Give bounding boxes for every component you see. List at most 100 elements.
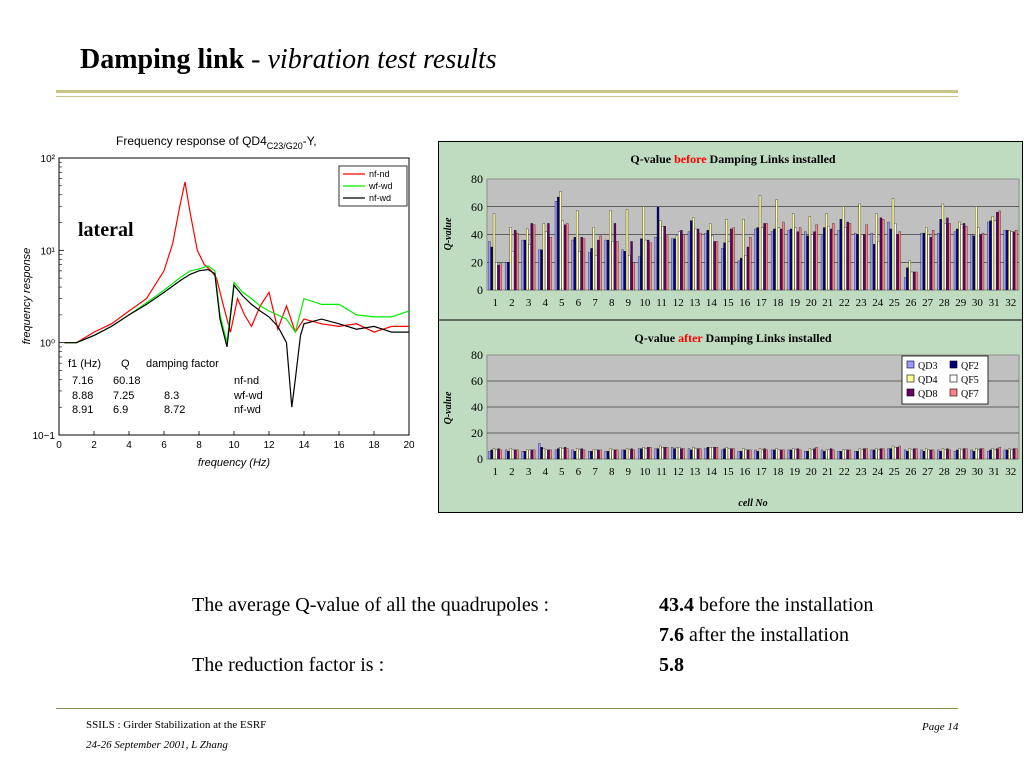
bar-xtick-label: 25	[889, 297, 901, 309]
bar-QF2-cell-12	[673, 238, 676, 291]
bar-xtick-label: 12	[673, 297, 684, 309]
legend-label-QF5: QF5	[961, 375, 979, 386]
bar-QD4-cell-22	[842, 449, 845, 460]
bar-QF2-cell-18	[773, 449, 776, 460]
bar-QD3-cell-24	[870, 449, 873, 460]
bar-xtick-label: 17	[756, 297, 768, 309]
bar-QF2-cell-22	[839, 219, 843, 291]
bar-QD4-cell-8	[609, 448, 612, 460]
bar-QF7-cell-19	[798, 227, 802, 291]
table-cell: 60.18	[113, 375, 141, 387]
bar-QD8-cell-25	[896, 447, 899, 460]
bar-QF2-cell-15	[723, 448, 726, 460]
bar-QF7-cell-27	[931, 230, 935, 291]
bar-xtick-label: 10	[639, 466, 651, 478]
bar-QD3-cell-16	[737, 451, 740, 460]
after-ylabel: Q-value	[443, 391, 454, 424]
bar-QD3-cell-2	[504, 449, 508, 460]
bar-QF5-cell-30	[977, 449, 980, 460]
bar-QD3-cell-1	[488, 241, 491, 291]
footer-conference: SSILS : Girder Stabilization at the ESRF	[86, 719, 267, 731]
bar-QF7-cell-22	[848, 223, 852, 291]
legend-swatch-QF5	[949, 374, 958, 383]
bar-QD4-cell-32	[1008, 448, 1011, 460]
bar-QF7-cell-24	[882, 219, 885, 291]
bar-QD8-cell-19	[796, 231, 799, 291]
bar-QD3-cell-28	[937, 449, 940, 460]
bar-QF7-cell-25	[898, 231, 901, 291]
bar-QF5-cell-5	[561, 448, 564, 460]
bar-xtick-label: 1	[493, 297, 499, 309]
bar-QD3-cell-21	[820, 449, 824, 460]
bar-QF7-cell-9	[632, 262, 635, 291]
bar-QD8-cell-28	[946, 448, 949, 460]
bar-QF5-cell-7	[594, 255, 598, 291]
bar-QF7-cell-24	[882, 448, 885, 460]
bar-xtick-label: 19	[789, 297, 801, 309]
bar-QF7-cell-25	[898, 445, 901, 460]
bar-xtick-label: 1	[493, 466, 499, 478]
bar-xtick-label: 8	[609, 297, 615, 309]
bar-QD8-cell-11	[663, 447, 666, 460]
bar-QF2-cell-26	[906, 451, 909, 460]
bar-QF5-cell-18	[777, 449, 781, 460]
bar-xtick-label: 2	[509, 297, 515, 309]
freq-ylabel: frequency response	[21, 248, 33, 345]
bar-QD3-cell-7	[588, 451, 591, 460]
freq-xtick-label: 6	[161, 440, 167, 451]
bar-QD4-cell-23	[858, 448, 861, 460]
bar-QF7-cell-21	[832, 449, 835, 460]
bar-QF5-cell-19	[794, 227, 797, 291]
bar-xtick-label: 31	[989, 297, 1000, 309]
table-cell: nf-wd	[234, 404, 261, 416]
bar-QD3-cell-18	[770, 449, 774, 460]
bar-QF7-cell-6	[582, 238, 586, 291]
bar-QF2-cell-4	[540, 447, 543, 460]
series-line-wf-wd	[64, 265, 410, 344]
bar-QD8-cell-12	[680, 448, 683, 460]
bar-xtick-label: 10	[639, 297, 651, 309]
bar-QD8-cell-17	[763, 223, 766, 291]
bar-QD4-cell-18	[775, 199, 778, 291]
bar-QD3-cell-25	[887, 448, 890, 460]
bar-QD8-cell-29	[962, 448, 966, 460]
table-cell: 8.72	[164, 404, 185, 416]
bar-QF5-cell-32	[1010, 231, 1013, 291]
bar-QF2-cell-21	[823, 227, 826, 291]
bar-QF7-cell-17	[765, 449, 768, 460]
bar-ytick-label: 20	[471, 426, 483, 440]
bar-xtick-label: 32	[1005, 297, 1016, 309]
bar-QD4-cell-17	[758, 448, 762, 460]
bar-QD8-cell-31	[996, 212, 999, 291]
bar-QD4-cell-12	[675, 447, 679, 460]
legend-swatch-QD8	[906, 388, 915, 397]
bar-QF7-cell-5	[566, 223, 569, 291]
bar-QF5-cell-6	[578, 251, 581, 291]
bar-QF2-cell-28	[939, 451, 942, 460]
bar-QF5-cell-28	[944, 449, 947, 460]
bar-QF5-cell-21	[827, 449, 830, 460]
bar-QF7-cell-11	[665, 235, 669, 291]
bar-QF7-cell-4	[549, 449, 552, 460]
bar-QD3-cell-16	[737, 260, 740, 291]
bar-ytick-label: 0	[477, 283, 483, 297]
bar-QF5-cell-25	[894, 447, 897, 460]
bar-QD8-cell-23	[863, 448, 866, 460]
bar-QD4-cell-27	[925, 448, 928, 460]
footer-rule	[56, 708, 958, 709]
bar-xtick-label: 28	[939, 466, 951, 478]
before-value: 43.4	[659, 594, 694, 616]
bar-QF2-cell-25	[889, 448, 892, 460]
bar-QF7-cell-20	[815, 224, 818, 291]
bar-QF5-cell-4	[545, 231, 548, 291]
bar-QD4-cell-10	[642, 206, 645, 291]
bar-QF7-cell-17	[765, 223, 768, 291]
bar-QD4-cell-26	[908, 260, 911, 291]
bar-QD8-cell-21	[829, 228, 833, 291]
before-chart-title: Q-value before Damping Links installed	[630, 152, 835, 166]
legend-label-QF2: QF2	[961, 361, 979, 372]
table-cell: 8.88	[72, 390, 93, 402]
bar-QD4-cell-28	[941, 448, 945, 460]
freq-xtick-label: 20	[403, 440, 415, 451]
bar-QF2-cell-26	[906, 267, 909, 291]
